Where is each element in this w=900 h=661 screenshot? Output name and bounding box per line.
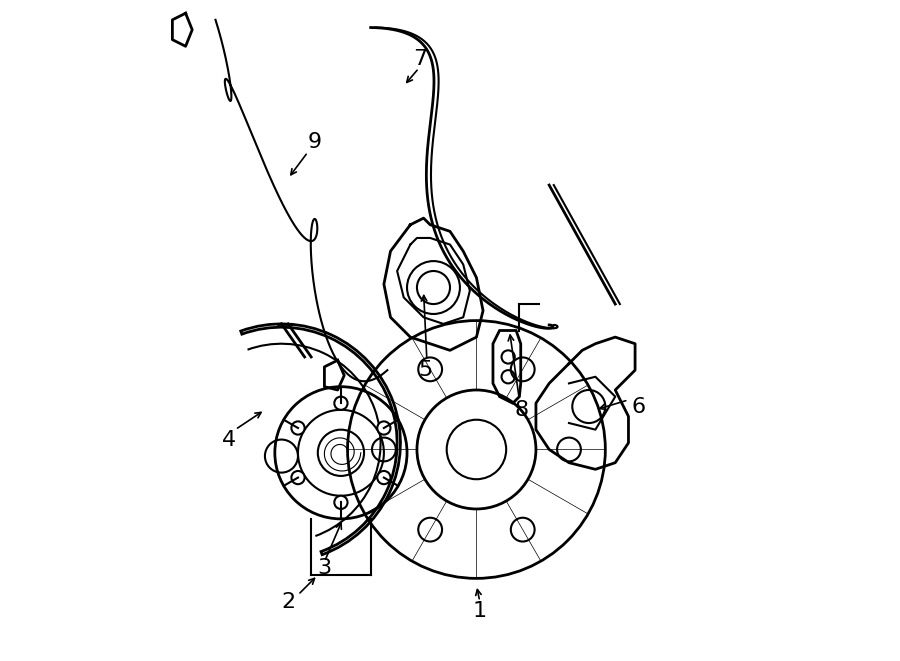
Text: 6: 6	[631, 397, 645, 416]
Circle shape	[334, 496, 347, 509]
Text: 8: 8	[514, 400, 528, 420]
Text: 2: 2	[281, 592, 295, 611]
Text: 5: 5	[418, 360, 433, 380]
Circle shape	[377, 471, 391, 484]
Text: 7: 7	[413, 50, 428, 69]
Circle shape	[334, 397, 347, 410]
Text: 4: 4	[221, 430, 236, 449]
Circle shape	[292, 422, 304, 435]
Circle shape	[377, 422, 391, 435]
Text: 9: 9	[308, 132, 321, 152]
Circle shape	[292, 471, 304, 484]
Text: 1: 1	[472, 602, 487, 621]
Text: 3: 3	[318, 559, 331, 578]
